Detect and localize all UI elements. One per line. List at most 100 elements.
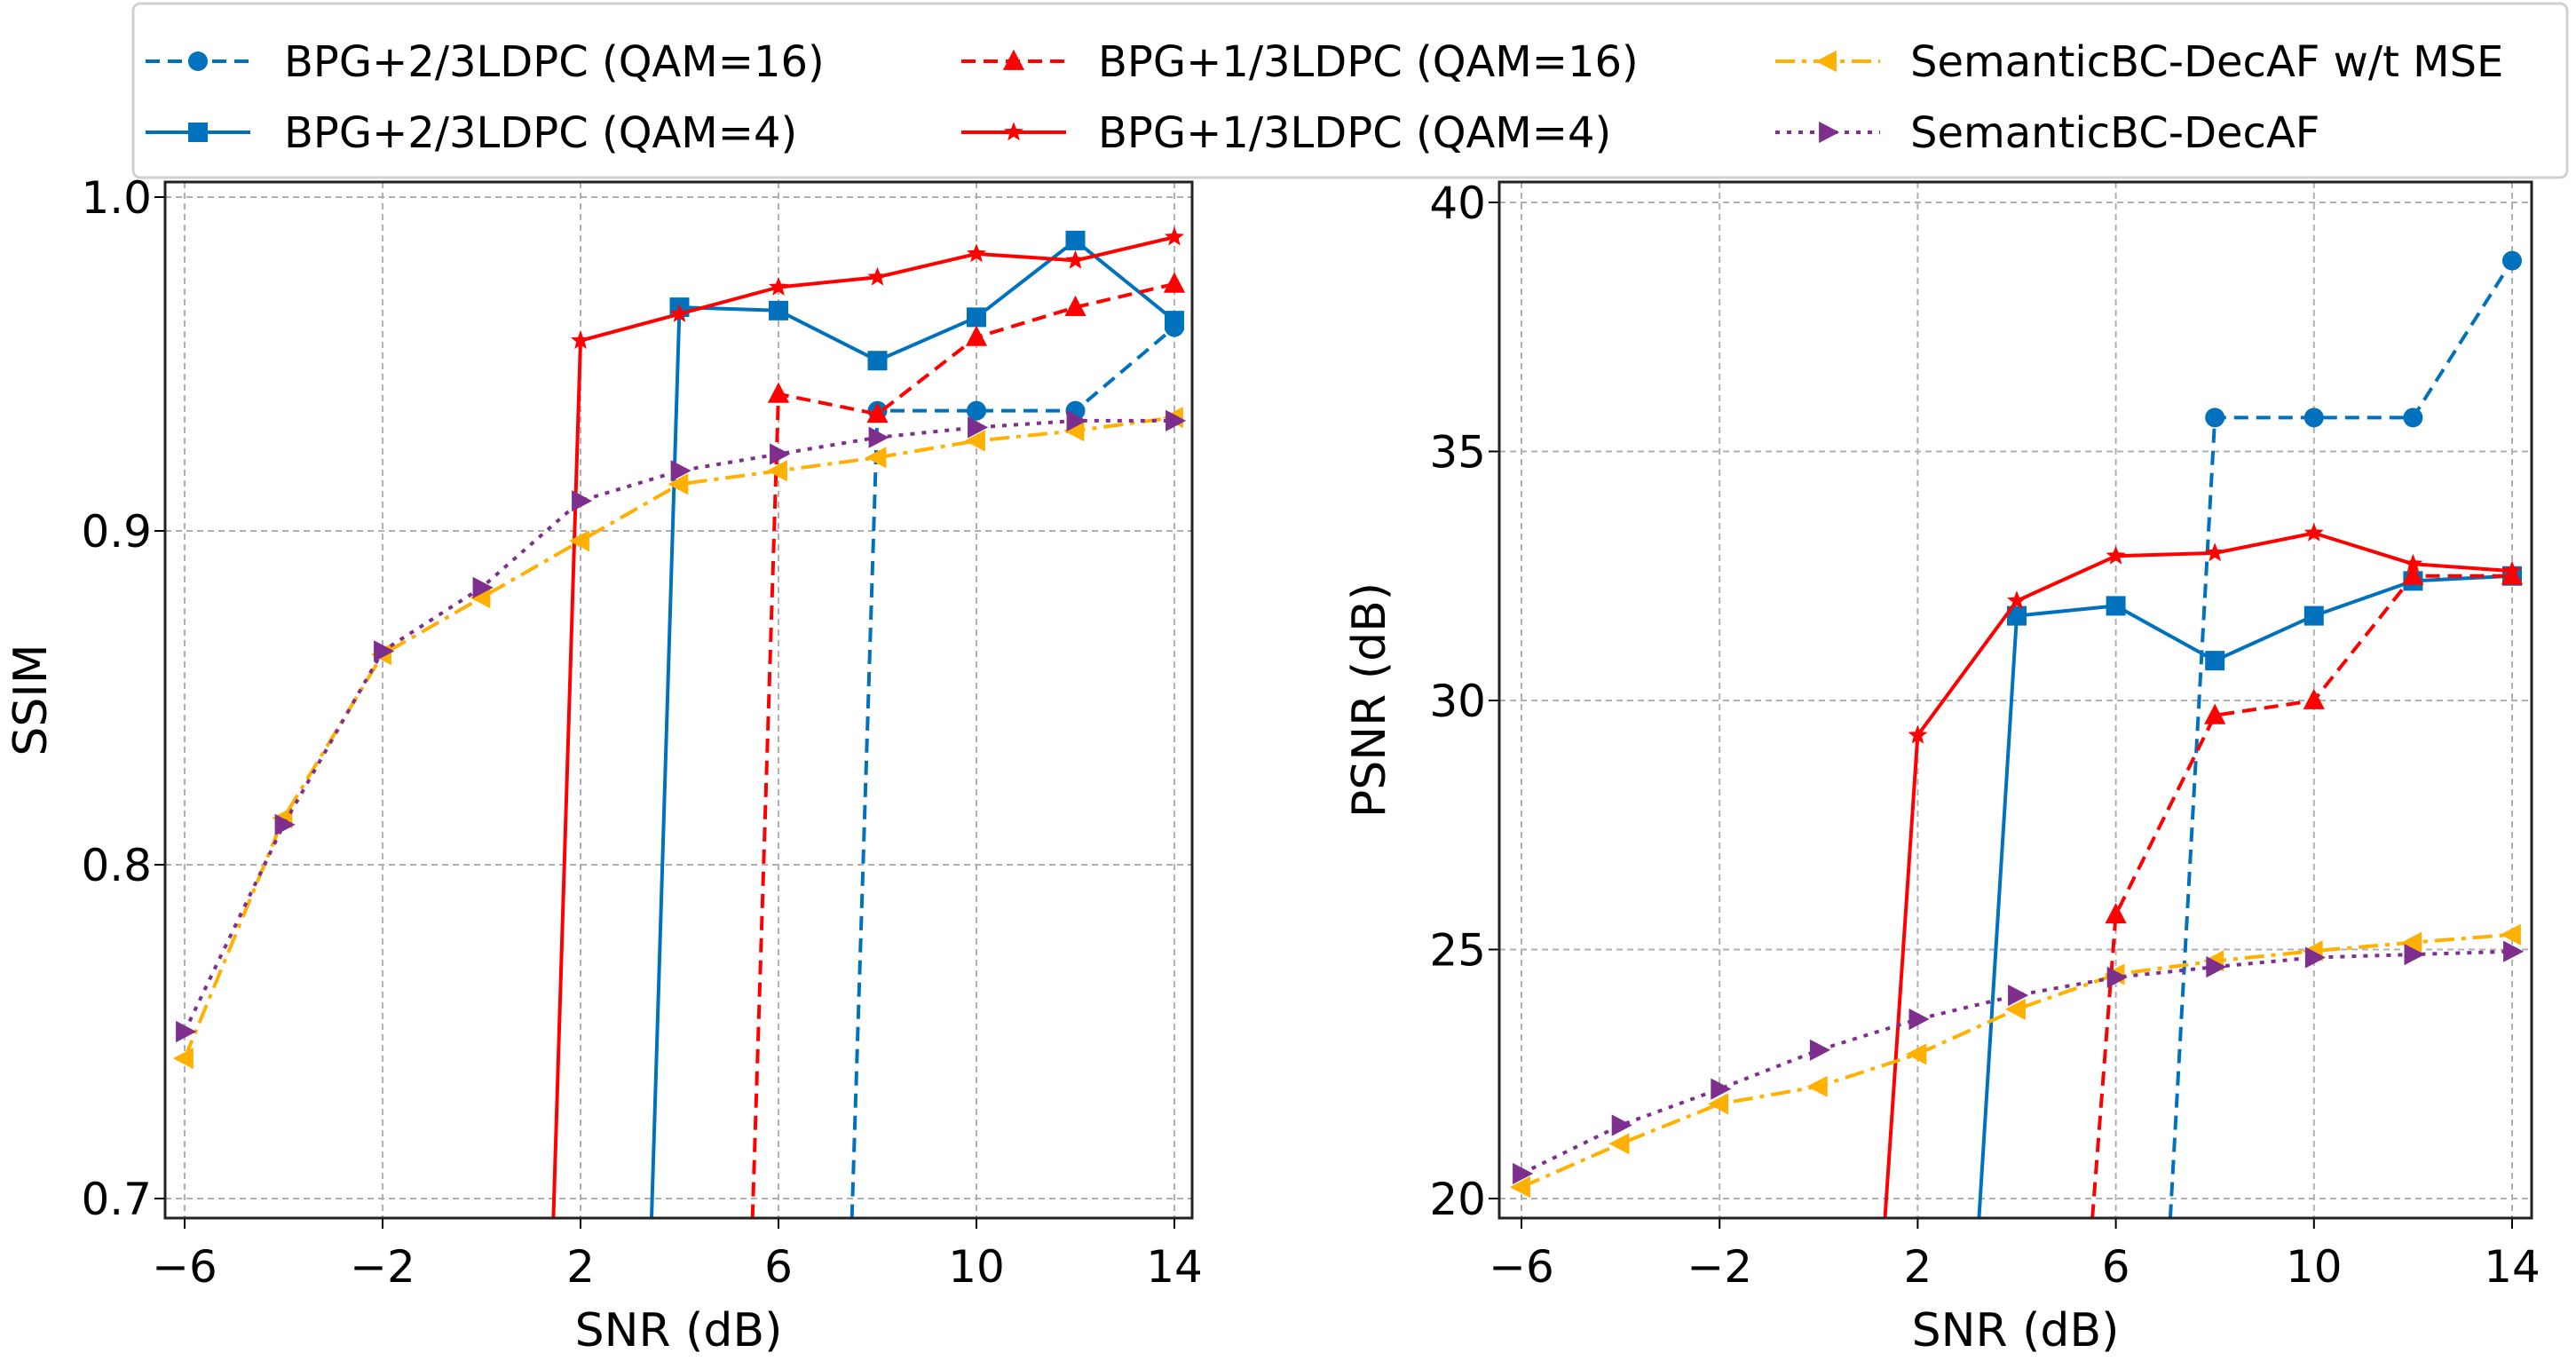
marker-triangle-up <box>2105 903 2127 924</box>
marker-triangle-left <box>865 447 887 469</box>
marker-star <box>2106 545 2126 565</box>
y-tick-label: 0.8 <box>81 840 152 891</box>
x-tick-label: 2 <box>566 1241 595 1293</box>
marker-triangle-up <box>2204 703 2226 724</box>
y-tick-label: 20 <box>1429 1174 1486 1225</box>
marker-triangle-right <box>374 640 395 662</box>
x-tick-label: −6 <box>152 1241 217 1293</box>
marker-triangle-right <box>1809 1039 1830 1061</box>
marker-star <box>2502 560 2522 580</box>
marker-triangle-up <box>1163 272 1186 293</box>
marker-triangle-up <box>767 382 790 403</box>
marker-triangle-right <box>968 416 989 439</box>
marker-triangle-right <box>770 443 791 465</box>
y-tick-label: 0.9 <box>81 506 152 558</box>
series-line <box>1521 949 2513 1175</box>
x-tick-label: 14 <box>1146 1241 1203 1293</box>
x-tick-label: 2 <box>1903 1241 1932 1293</box>
marker-star <box>867 266 888 286</box>
marker-triangle-up <box>1064 295 1087 316</box>
marker-circle <box>2303 408 2324 428</box>
legend-entry: SemanticBC-DecAF w/t MSE <box>1775 37 2503 87</box>
marker-triangle-left <box>2500 923 2521 946</box>
legend: BPG+2/3LDPC (QAM=16) BPG+2/3LDPC (QAM=4) B… <box>131 2 2569 179</box>
marker-triangle-left <box>1063 420 1085 442</box>
marker-triangle-right <box>472 576 494 598</box>
marker-star <box>669 304 690 322</box>
series-line <box>750 281 1175 1219</box>
marker-circle <box>2502 250 2522 271</box>
marker-triangle-right <box>274 813 296 835</box>
marker-square <box>2303 605 2324 626</box>
marker-triangle-left <box>1806 1075 1828 1097</box>
ssim-chart: −6 −2 2 6 10 14 0.7 0.8 0.9 1.0 SNR (dB) SSIM <box>4 172 1203 1357</box>
series-line <box>183 415 1175 1059</box>
x-tick-label: 14 <box>2484 1241 2540 1293</box>
x-tick-label: 6 <box>764 1241 793 1293</box>
marker-square <box>2205 651 2225 671</box>
marker-triangle-right <box>1908 1008 1930 1031</box>
legend-label: SemanticBC-DecAF w/t MSE <box>1910 37 2503 87</box>
marker-triangle-left <box>2004 998 2026 1020</box>
legend-entry: BPG+1/3LDPC (QAM=16) <box>961 37 1639 87</box>
marker-triangle-left <box>668 473 689 495</box>
marker-triangle-left <box>1906 1043 1927 1065</box>
marker-star <box>1065 249 1086 269</box>
marker-triangle-left <box>964 430 985 452</box>
marker-star <box>1165 226 1184 246</box>
marker-triangle-left <box>568 530 589 552</box>
legend-entry: BPG+2/3LDPC (QAM=4) <box>146 108 797 158</box>
marker-triangle-right <box>1819 121 1840 144</box>
y-tick-label: 25 <box>1429 925 1486 977</box>
series-group <box>172 226 1187 1219</box>
marker-star <box>1004 122 1023 141</box>
marker-square <box>1065 230 1086 250</box>
marker-triangle-up <box>2402 564 2424 585</box>
legend-box <box>131 2 2569 179</box>
marker-triangle-up <box>965 325 988 346</box>
marker-square <box>2106 596 2126 616</box>
marker-square <box>1165 311 1184 331</box>
marker-circle <box>2205 408 2225 428</box>
axes-frame <box>1497 180 2533 1220</box>
marker-circle <box>188 51 208 71</box>
marker-triangle-right <box>2404 944 2425 966</box>
series-line <box>2090 574 2512 1219</box>
legend-entry: BPG+1/3LDPC (QAM=4) <box>961 108 1611 158</box>
marker-square <box>769 300 788 320</box>
y-tick-label: 30 <box>1429 676 1486 727</box>
series-line <box>2168 259 2514 1219</box>
marker-triangle-up <box>1002 49 1025 70</box>
axes-frame <box>163 180 1194 1220</box>
x-tick-label: 6 <box>2102 1241 2130 1293</box>
marker-star <box>967 243 986 263</box>
series-line <box>183 418 1174 1033</box>
marker-triangle-left <box>470 587 491 609</box>
marker-square <box>2007 605 2027 626</box>
marker-triangle-right <box>1066 409 1087 431</box>
marker-triangle-right <box>572 490 593 512</box>
marker-star <box>2303 523 2324 542</box>
legend-entry: SemanticBC-DecAF <box>1775 108 2319 158</box>
marker-triangle-right <box>2008 985 2029 1007</box>
legend-entry: BPG+2/3LDPC (QAM=16) <box>146 37 825 87</box>
series-line <box>650 238 1176 1219</box>
marker-triangle-up <box>2303 688 2325 709</box>
legend-label: BPG+1/3LDPC (QAM=4) <box>1098 108 1611 158</box>
series-line <box>1883 531 2513 1219</box>
marker-square <box>967 307 986 328</box>
series-group <box>1509 250 2525 1219</box>
marker-star <box>2007 590 2027 610</box>
y-tick-label: 1.0 <box>81 172 152 224</box>
marker-star <box>2403 553 2423 573</box>
marker-circle <box>967 400 986 421</box>
marker-triangle-right <box>868 426 889 448</box>
y-axis-label: SSIM <box>4 644 58 756</box>
marker-triangle-up <box>866 402 889 423</box>
x-axis-label: SNR (dB) <box>575 1304 783 1357</box>
marker-triangle-right <box>670 460 691 482</box>
marker-triangle-left <box>1608 1133 1630 1155</box>
marker-triangle-right <box>1513 1162 1534 1184</box>
marker-star <box>769 277 788 296</box>
